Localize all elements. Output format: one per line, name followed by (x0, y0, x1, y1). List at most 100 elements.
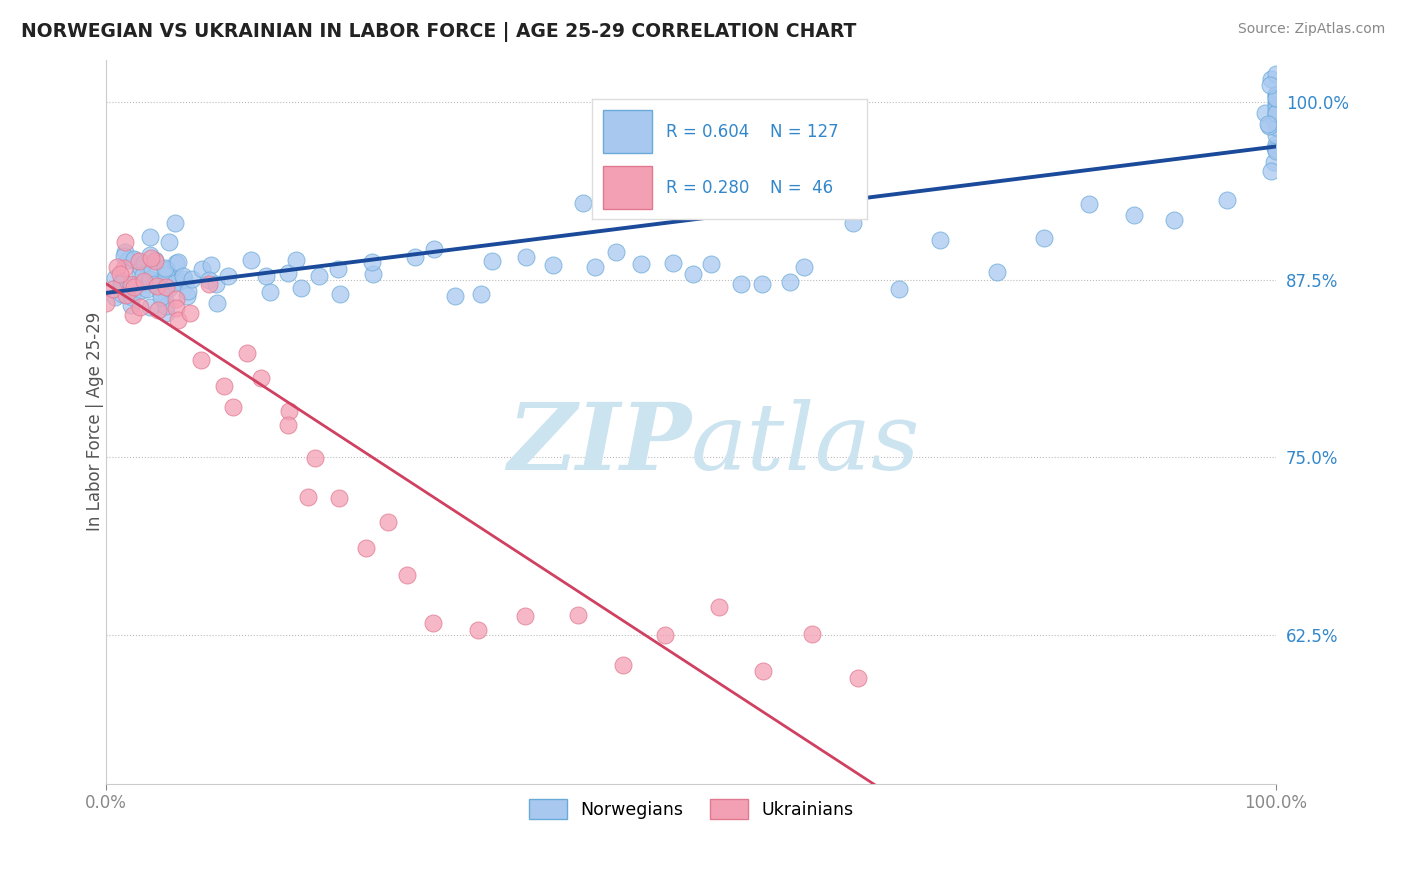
Point (1265, 91, 1288, 105)
Point (1264, 141, 1286, 155)
Point (290, 281, 312, 295)
Point (120, 298, 142, 312)
Point (1265, 87, 1288, 101)
Point (131, 283, 153, 297)
Point (277, 418, 299, 433)
Point (630, 256, 652, 270)
Point (1264, 87, 1286, 102)
Point (165, 256, 187, 270)
Point (326, 261, 349, 276)
Point (541, 258, 564, 272)
Point (751, 277, 773, 291)
Point (128, 254, 150, 268)
Point (141, 273, 163, 287)
Point (165, 276, 187, 290)
Point (254, 269, 277, 284)
Point (1163, 213, 1185, 227)
Point (104, 289, 127, 303)
Point (96, 296, 118, 310)
Point (707, 599, 730, 614)
Point (110, 267, 132, 281)
Point (125, 278, 148, 293)
Point (329, 286, 352, 301)
Point (157, 281, 180, 295)
Point (250, 371, 273, 385)
Point (132, 268, 155, 283)
Point (1265, 142, 1288, 156)
Point (129, 261, 152, 276)
Point (1258, 78, 1281, 92)
Point (103, 282, 125, 296)
Point (118, 285, 141, 299)
Point (1265, 106, 1288, 120)
Point (986, 265, 1008, 279)
Point (752, 664, 775, 678)
Point (889, 282, 911, 296)
Point (114, 235, 136, 249)
Point (1265, 106, 1288, 120)
Point (153, 293, 176, 307)
Point (730, 277, 752, 292)
Point (163, 217, 186, 231)
Point (121, 278, 143, 293)
Point (153, 261, 176, 276)
Point (1265, 105, 1288, 120)
Point (1258, 119, 1281, 133)
Point (1264, 144, 1286, 158)
Point (1265, 136, 1288, 151)
Point (156, 262, 179, 277)
Point (120, 278, 142, 293)
Text: Source: ZipAtlas.com: Source: ZipAtlas.com (1237, 22, 1385, 37)
Point (515, 250, 537, 264)
Point (240, 252, 263, 267)
Point (513, 609, 536, 624)
Point (360, 254, 382, 268)
Point (277, 266, 299, 280)
Point (139, 248, 162, 262)
Point (177, 284, 200, 298)
Point (143, 277, 166, 292)
Point (110, 276, 132, 290)
Point (150, 286, 173, 301)
Point (146, 279, 169, 293)
Point (167, 255, 190, 269)
Point (481, 254, 503, 268)
Point (842, 216, 865, 230)
Point (396, 568, 419, 582)
Point (846, 671, 869, 685)
Point (173, 272, 195, 286)
Point (1264, 114, 1286, 128)
Point (128, 268, 150, 283)
Point (139, 272, 162, 286)
Point (205, 295, 228, 310)
Point (149, 289, 172, 303)
Point (654, 628, 676, 642)
Point (122, 252, 145, 267)
Point (122, 281, 145, 295)
Point (166, 312, 188, 326)
Point (297, 490, 319, 504)
Point (308, 268, 330, 283)
Point (179, 305, 201, 319)
Point (1263, 154, 1285, 169)
Point (132, 274, 155, 288)
Text: NORWEGIAN VS UKRAINIAN IN LABOR FORCE | AGE 25-29 CORRELATION CHART: NORWEGIAN VS UKRAINIAN IN LABOR FORCE | … (21, 22, 856, 42)
Point (1078, 197, 1101, 211)
Point (217, 268, 239, 283)
Point (111, 286, 134, 301)
Point (172, 268, 194, 283)
Point (121, 308, 143, 322)
Point (121, 290, 143, 304)
Point (122, 280, 145, 294)
Point (143, 253, 166, 268)
Point (1265, 67, 1288, 81)
Point (222, 400, 245, 414)
Point (139, 300, 162, 314)
Point (120, 277, 142, 291)
Point (779, 276, 801, 290)
Point (1260, 164, 1282, 178)
Point (467, 623, 489, 637)
Point (404, 250, 426, 264)
Point (136, 277, 159, 292)
Point (793, 260, 815, 274)
